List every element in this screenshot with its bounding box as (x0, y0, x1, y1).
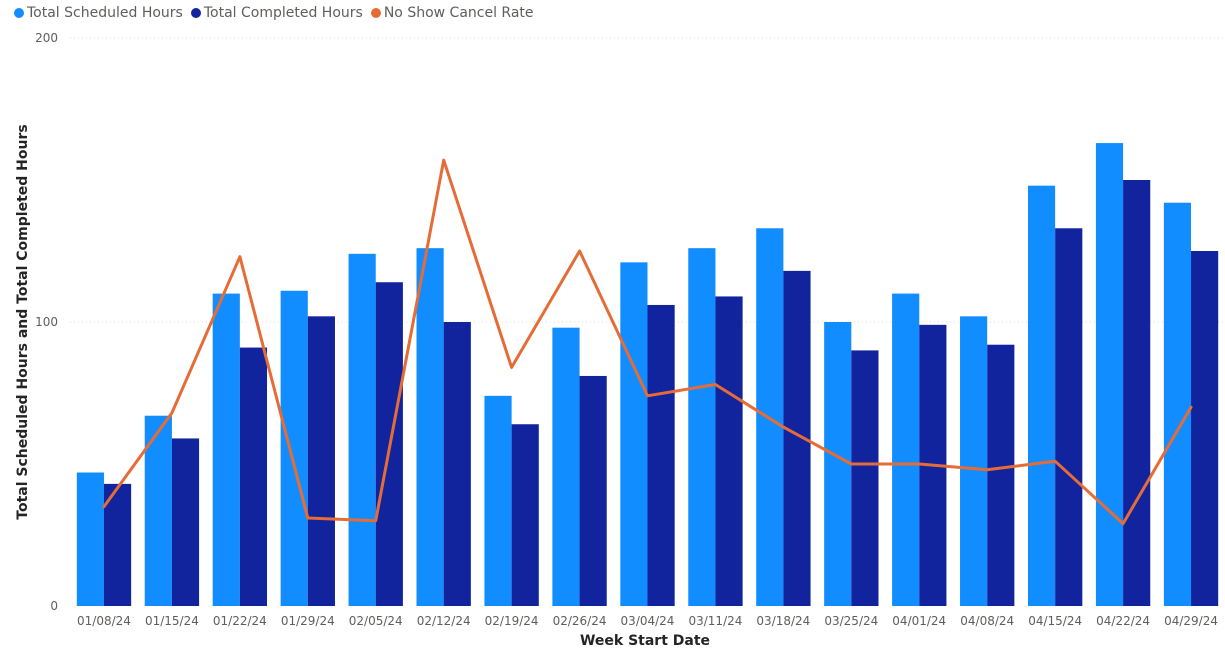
x-tick-label: 04/29/24 (1164, 614, 1218, 628)
gridlines (70, 37, 1225, 323)
bar-completed-hours[interactable] (103, 483, 132, 606)
legend-label-scheduled: Total Scheduled Hours (27, 5, 183, 21)
cancel-rate-line-layer (102, 158, 1193, 526)
legend: Total Scheduled Hours Total Completed Ho… (14, 4, 542, 22)
y-tick-label: 200 (35, 31, 58, 45)
legend-dot-completed (190, 8, 201, 18)
x-tick-label: 03/11/24 (688, 614, 742, 628)
y-axis-title: Total Scheduled Hours and Total Complete… (15, 124, 31, 519)
bar-completed-hours[interactable] (851, 350, 879, 606)
bar-scheduled-hours[interactable] (348, 253, 376, 606)
bar-scheduled-hours[interactable] (280, 290, 308, 606)
bar-scheduled-hours[interactable] (892, 293, 920, 606)
x-tick-label: 03/18/24 (756, 614, 810, 628)
bar-scheduled-hours[interactable] (1027, 185, 1056, 606)
x-tick-label: 04/01/24 (892, 614, 946, 628)
x-tick-label: 01/08/24 (77, 614, 131, 628)
bar-completed-hours[interactable] (1191, 251, 1219, 606)
x-tick-label: 01/29/24 (281, 614, 335, 628)
bar-scheduled-hours[interactable] (144, 415, 172, 606)
bar-scheduled-hours[interactable] (960, 316, 988, 606)
y-tick-label: 100 (35, 315, 58, 329)
legend-item-scheduled[interactable]: Total Scheduled Hours (14, 5, 183, 21)
bar-scheduled-hours[interactable] (416, 248, 444, 606)
bar-scheduled-hours[interactable] (1163, 202, 1192, 606)
legend-label-cancel-rate: No Show Cancel Rate (383, 5, 534, 21)
bar-scheduled-hours[interactable] (824, 322, 852, 606)
x-tick-label: 04/08/24 (960, 614, 1014, 628)
x-tick-label: 02/26/24 (553, 614, 607, 628)
legend-item-completed[interactable]: Total Completed Hours (190, 5, 363, 21)
bar-completed-hours[interactable] (647, 304, 675, 606)
x-tick-label: 04/22/24 (1096, 614, 1150, 628)
bars (76, 143, 1219, 606)
legend-item-cancel-rate[interactable]: No Show Cancel Rate (370, 5, 534, 21)
y-tick-label: 0 (50, 599, 58, 613)
x-tick-label: 01/15/24 (145, 614, 199, 628)
bar-completed-hours[interactable] (171, 438, 200, 606)
bar-scheduled-hours[interactable] (1095, 143, 1124, 606)
bar-scheduled-hours[interactable] (212, 293, 240, 606)
bar-scheduled-hours[interactable] (688, 248, 716, 606)
x-tick-label: 03/25/24 (824, 614, 878, 628)
legend-dot-scheduled (14, 8, 24, 18)
x-axis-ticks: 01/08/24 01/15/24 01/22/24 01/29/24 02/05/24… (77, 614, 1218, 628)
bar-completed-hours[interactable] (307, 316, 335, 606)
bar-scheduled-hours[interactable] (484, 395, 512, 606)
bar-scheduled-hours[interactable] (76, 472, 104, 606)
bar-completed-hours[interactable] (511, 424, 539, 606)
x-axis-title: Week Start Date (580, 633, 710, 649)
bar-scheduled-hours[interactable] (552, 327, 580, 606)
bar-completed-hours[interactable] (239, 347, 268, 606)
x-tick-label: 01/22/24 (213, 614, 267, 628)
x-tick-label: 04/15/24 (1028, 614, 1082, 628)
bar-scheduled-hours[interactable] (620, 262, 648, 606)
legend-label-completed: Total Completed Hours (203, 5, 363, 21)
bar-completed-hours[interactable] (579, 375, 607, 606)
legend-dot-cancel-rate (370, 8, 381, 18)
y-axis-ticks: 0 100 200 (35, 31, 58, 613)
x-tick-label: 02/12/24 (417, 614, 471, 628)
cancel-rate-line[interactable] (102, 158, 1193, 526)
x-tick-label: 02/05/24 (349, 614, 403, 628)
bar-completed-hours[interactable] (1055, 228, 1083, 606)
bar-completed-hours[interactable] (987, 344, 1015, 606)
bar-completed-hours[interactable] (1123, 180, 1151, 606)
bar-completed-hours[interactable] (443, 322, 471, 606)
x-tick-label: 03/04/24 (621, 614, 675, 628)
bar-completed-hours[interactable] (715, 296, 743, 606)
x-tick-label: 02/19/24 (485, 614, 539, 628)
